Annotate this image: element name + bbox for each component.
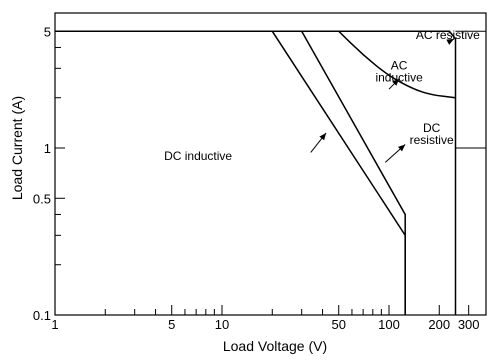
annotation-arrow-head <box>446 38 454 45</box>
x-tick-label: 10 <box>215 317 229 332</box>
annotation-arrow-head <box>398 144 406 152</box>
y-axis-label: Load Current (A) <box>9 96 25 200</box>
annotation-label: DC inductive <box>164 149 232 163</box>
series-line-dc-inductive <box>55 30 406 315</box>
series-group <box>55 30 486 315</box>
series-line-ac-inductive <box>338 30 456 99</box>
x-tick-label: 50 <box>331 317 345 332</box>
y-tick-label: 5 <box>44 24 51 39</box>
series-line-dc-resistive <box>301 30 406 315</box>
series-line-ac-resistive <box>55 30 457 315</box>
y-tick-label: 0.5 <box>33 191 51 206</box>
annotation-label: inductive <box>375 71 423 85</box>
y-tick-label: 1 <box>44 141 51 156</box>
x-tick-label: 1 <box>51 317 58 332</box>
axes <box>54 12 487 316</box>
tick-marks: 1 5 10 50 100 200 300 0.1 0.5 1 5 <box>33 24 480 332</box>
plot-frame <box>54 12 487 316</box>
annotation-label: resistive <box>410 133 454 147</box>
annotation-label: DC <box>423 121 441 135</box>
annotation-label: AC resistive <box>416 28 480 42</box>
x-tick-label: 200 <box>428 317 450 332</box>
annotation-label: AC <box>391 59 408 73</box>
x-tick-label: 300 <box>458 317 480 332</box>
annotation-arrow-head <box>392 78 400 86</box>
y-tick-label: 0.1 <box>33 308 51 323</box>
x-tick-label: 100 <box>378 317 400 332</box>
x-tick-label: 5 <box>168 317 175 332</box>
annotation-arrow-head <box>319 133 327 141</box>
x-axis-label: Load Voltage (V) <box>223 338 327 354</box>
